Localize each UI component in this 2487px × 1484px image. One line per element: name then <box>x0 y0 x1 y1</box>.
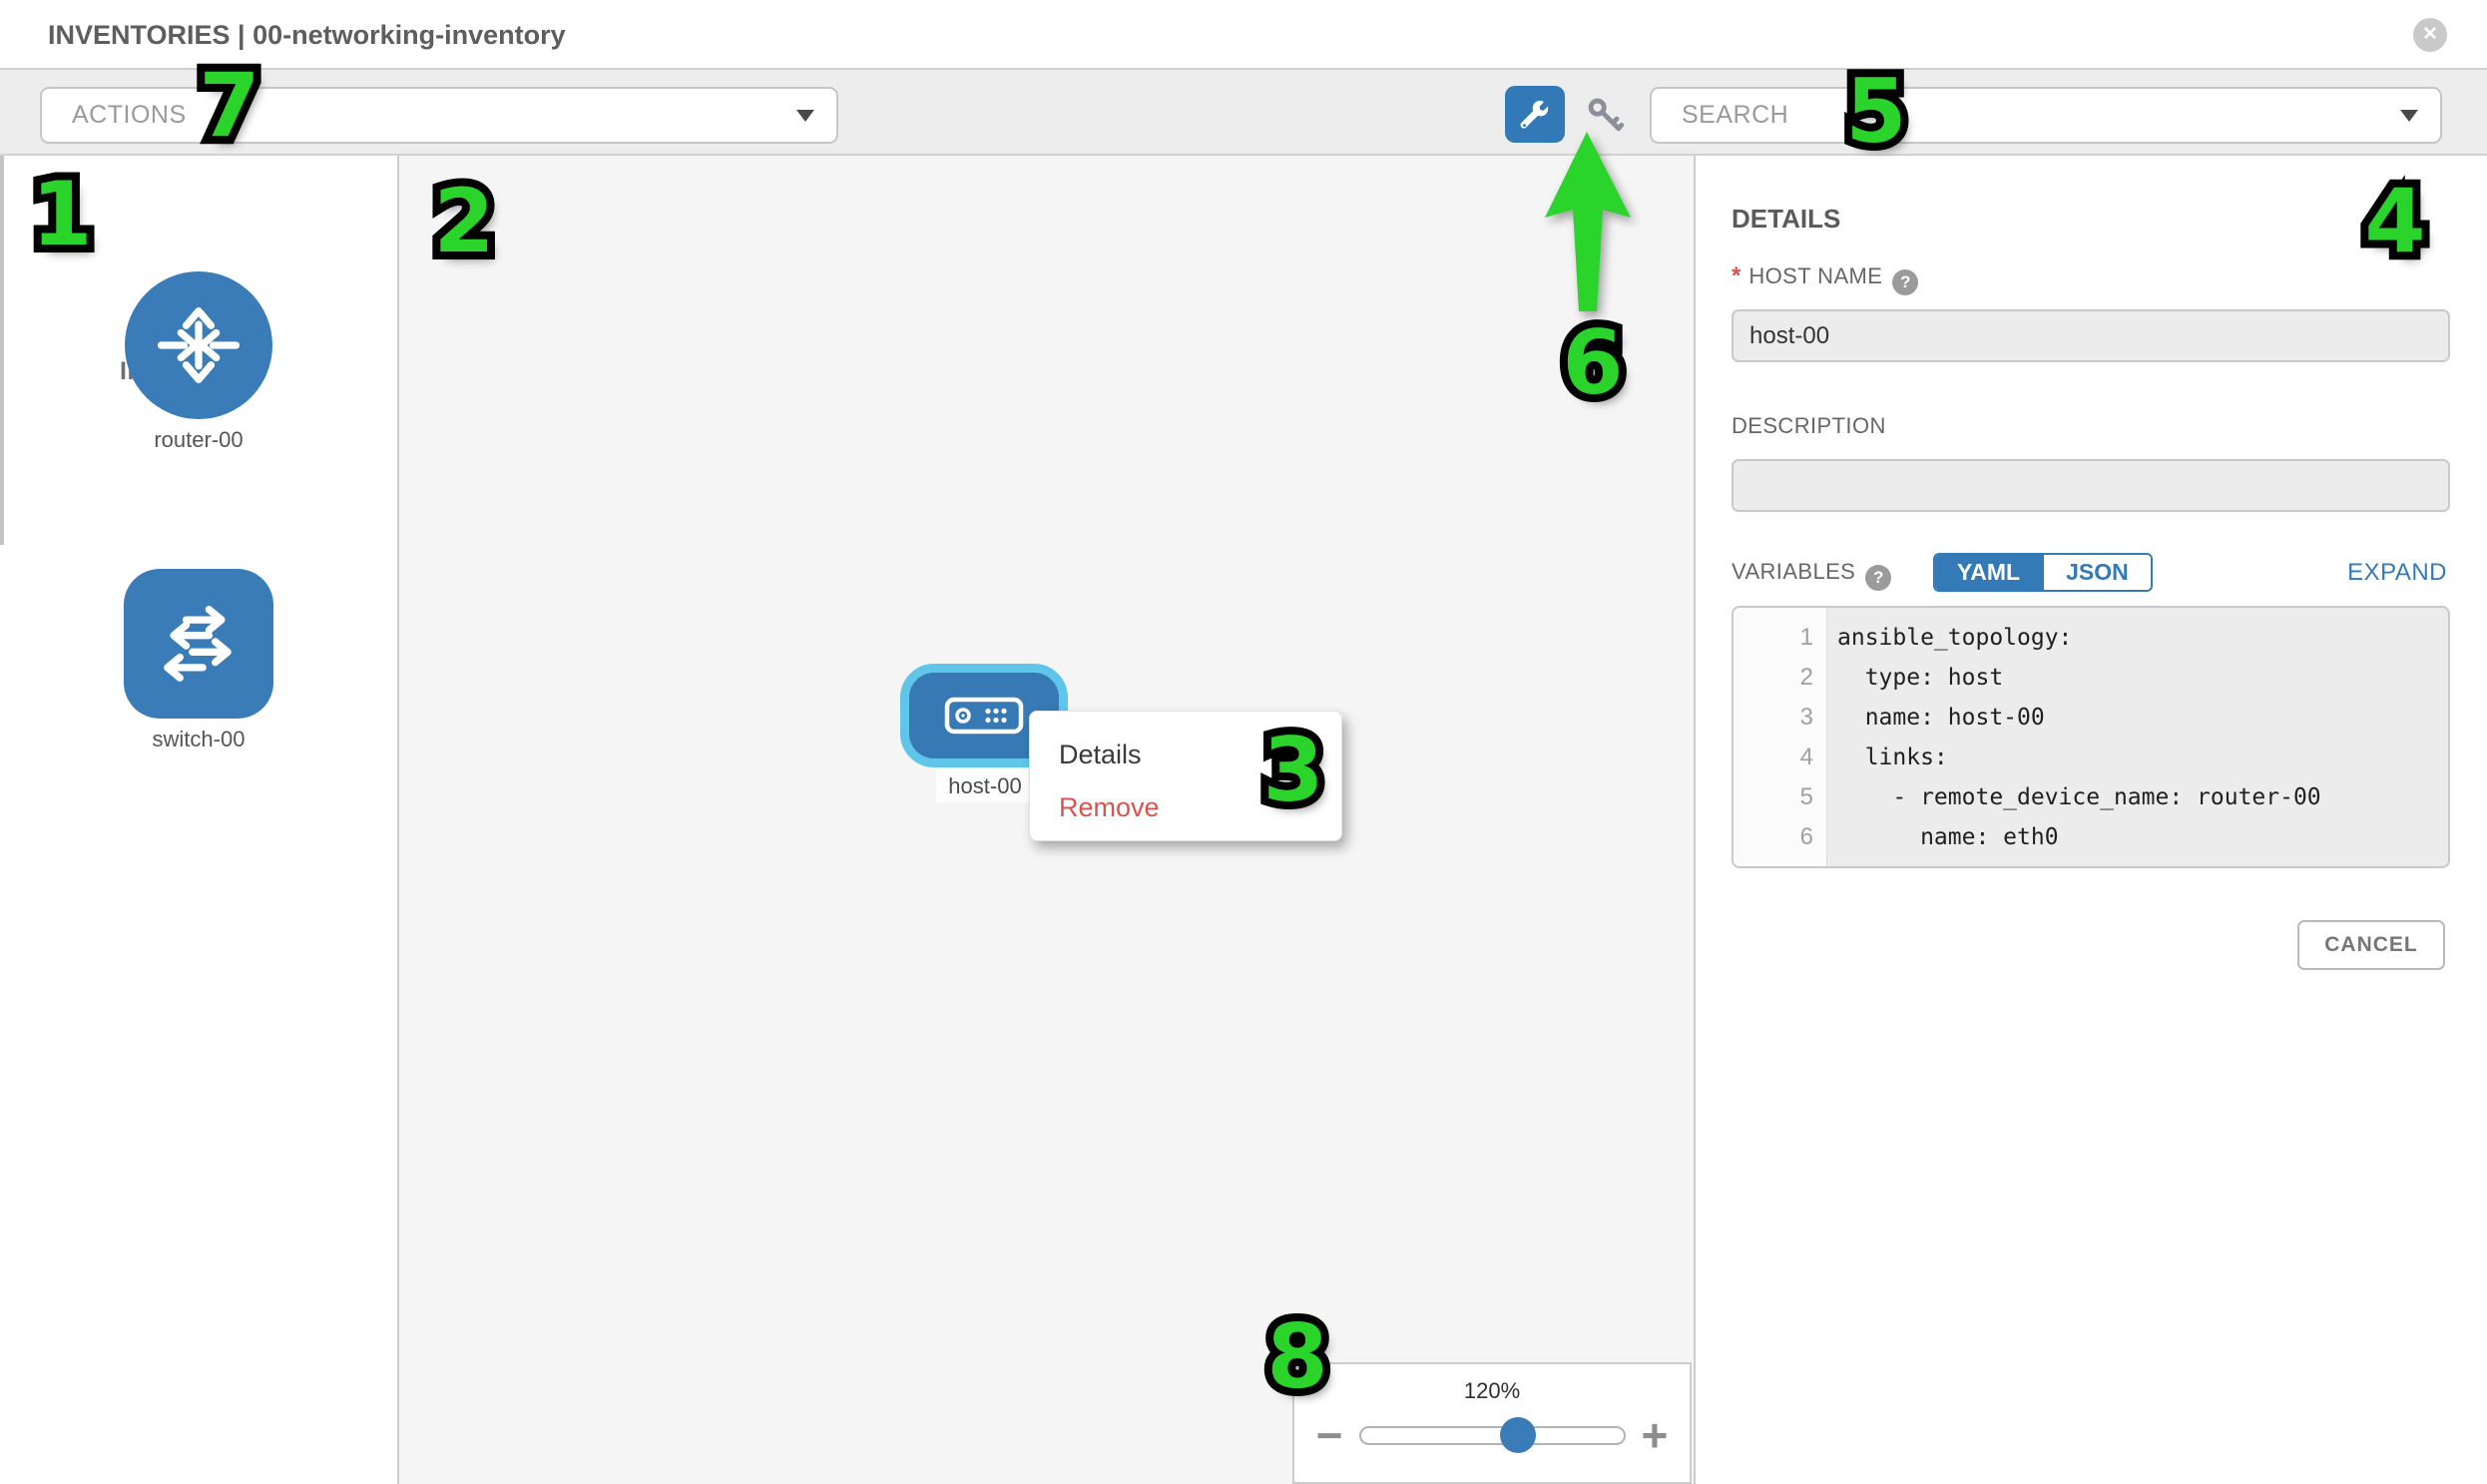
editor-line: 1 ansible_topology: <box>1734 618 2448 658</box>
variables-format-toggle: YAML JSON <box>1933 553 2153 592</box>
line-number: 7 <box>1734 863 1827 866</box>
editor-line: 7 remote_interface_name: eth0 <box>1734 857 2448 866</box>
description-input[interactable] <box>1732 459 2450 512</box>
zoom-out-button[interactable]: − <box>1315 1409 1343 1461</box>
line-text: links: <box>1837 744 1948 770</box>
app-header: INVENTORIES | 00-networking-inventory ✕ <box>0 0 2487 70</box>
line-number: 3 <box>1799 704 1813 731</box>
expand-link[interactable]: EXPAND <box>2347 559 2447 586</box>
details-heading: DETAILS <box>1732 204 1841 234</box>
key-icon <box>1583 93 1627 137</box>
wrench-icon <box>1518 98 1552 132</box>
description-label: DESCRIPTION <box>1732 413 1886 438</box>
editor-line: 6 name: eth0 <box>1734 817 2448 857</box>
question-circle-icon[interactable]: ? <box>1892 269 1919 295</box>
line-number: 1 <box>1799 624 1813 651</box>
host-icon <box>944 697 1024 735</box>
line-text: name: host-00 <box>1837 705 2045 731</box>
variables-row: VARIABLES? YAML JSON EXPAND <box>1732 553 2450 599</box>
chevron-down-icon <box>2400 109 2418 122</box>
zoom-slider-track[interactable] <box>1358 1417 1626 1453</box>
host-node-label: host-00 <box>936 769 1034 802</box>
palette-item-label: router-00 <box>154 427 244 452</box>
editor-line: 3 name: host-00 <box>1734 698 2448 738</box>
router-icon <box>125 271 272 419</box>
line-number: 6 <box>1799 823 1813 850</box>
actions-dropdown-label: ACTIONS <box>72 101 187 129</box>
inventory-sidebar: INVENTORY router-00 switch-00 <box>0 156 399 1484</box>
line-number: 4 <box>1799 743 1813 770</box>
context-menu-item-details[interactable]: Details <box>1059 740 1142 769</box>
context-menu-item-remove[interactable]: Remove <box>1059 792 1160 822</box>
host-name-input[interactable] <box>1732 309 2450 362</box>
editor-line: 4 links: <box>1734 738 2448 777</box>
line-text: - remote_device_name: router-00 <box>1837 784 2321 810</box>
line-text: remote_interface_name: eth0 <box>1827 864 2293 866</box>
variables-code-editor[interactable]: 1 ansible_topology: 2 type: host 3 name:… <box>1732 606 2450 868</box>
zoom-control: 120% − + <box>1292 1362 1692 1484</box>
toggle-json[interactable]: JSON <box>2042 555 2151 590</box>
switch-icon <box>124 569 273 719</box>
page-title: INVENTORIES | 00-networking-inventory <box>48 20 566 50</box>
search-dropdown[interactable]: SEARCH <box>1650 87 2442 144</box>
question-circle-icon[interactable]: ? <box>1865 565 1892 591</box>
toolbar: ACTIONS SEARCH <box>0 70 2487 156</box>
sidebar-scrollbar[interactable] <box>0 156 4 545</box>
chevron-down-icon <box>796 109 814 122</box>
search-dropdown-label: SEARCH <box>1682 101 1789 129</box>
host-node-selected[interactable] <box>900 664 1068 767</box>
host-name-label-row: * HOST NAME? <box>1732 262 1919 295</box>
variables-label: VARIABLES <box>1732 559 1856 584</box>
line-number: 2 <box>1799 664 1813 691</box>
line-number: 5 <box>1799 783 1813 810</box>
toggle-yaml[interactable]: YAML <box>1935 555 2043 590</box>
cancel-button[interactable]: CANCEL <box>2297 920 2445 970</box>
line-text: ansible_topology: <box>1837 625 2073 651</box>
topology-canvas[interactable]: host-00 Details Remove 120% − + <box>399 156 1694 1484</box>
key-button[interactable] <box>1577 86 1633 143</box>
node-context-menu: Details Remove <box>1029 711 1342 841</box>
host-name-label: HOST NAME <box>1748 263 1883 288</box>
palette-item-switch[interactable]: switch-00 <box>124 569 273 752</box>
editor-line: 2 type: host <box>1734 658 2448 698</box>
editor-line: 5 - remote_device_name: router-00 <box>1734 777 2448 817</box>
line-text: type: host <box>1837 665 2004 691</box>
zoom-in-button[interactable]: + <box>1641 1409 1669 1461</box>
palette-item-label: switch-00 <box>152 727 246 751</box>
wrench-button[interactable] <box>1505 86 1565 143</box>
details-panel: DETAILS * HOST NAME? DESCRIPTION VARIABLE… <box>1694 156 2487 1484</box>
close-icon[interactable]: ✕ <box>2413 18 2447 52</box>
actions-dropdown[interactable]: ACTIONS <box>40 87 838 144</box>
required-asterisk: * <box>1732 262 1741 289</box>
zoom-slider-handle[interactable] <box>1500 1417 1537 1453</box>
editor-gutter <box>1734 608 1827 866</box>
zoom-level-value: 120% <box>1463 1378 1521 1403</box>
line-text: name: eth0 <box>1837 824 2059 850</box>
palette-item-router[interactable]: router-00 <box>125 271 272 453</box>
